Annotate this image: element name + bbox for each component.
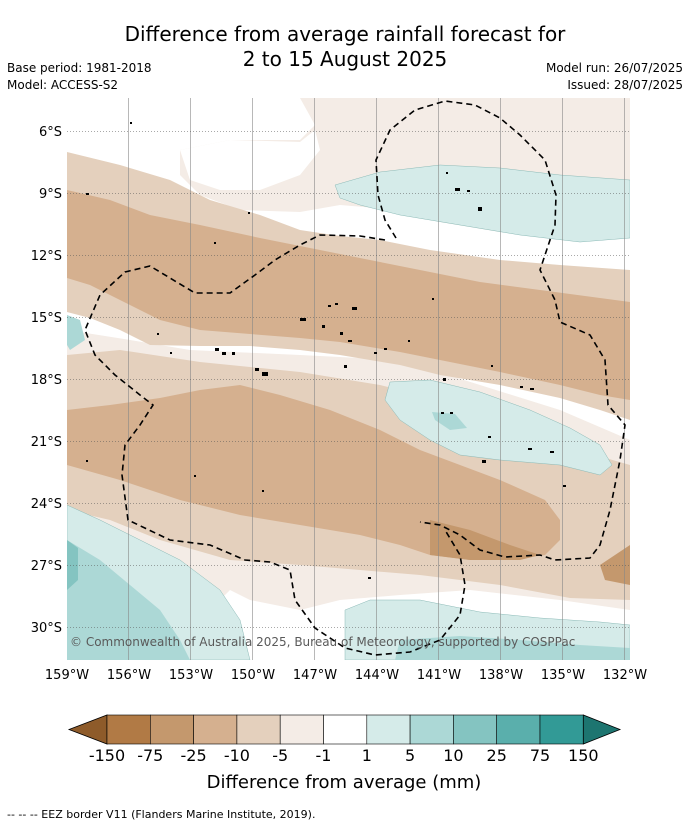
lon-label: 153°W <box>169 668 213 683</box>
colorbar-title: Difference from average (mm) <box>207 772 482 793</box>
anomaly-region-plus5-south <box>67 315 630 660</box>
model-name: Model: ACCESS-S2 <box>7 78 119 92</box>
colorbar-tick-label: 25 <box>487 746 507 765</box>
chart-title: Difference from average rainfall forecas… <box>0 22 690 72</box>
colorbar-tick-label: 75 <box>530 746 550 765</box>
longitude-labels: 159°W 156°W 153°W 150°W 147°W 144°W 141°… <box>45 668 647 683</box>
colorbar-tick-label: -25 <box>181 746 207 765</box>
colorbar-swatch <box>539 714 584 745</box>
lon-label: 141°W <box>417 668 461 683</box>
latitude-labels: 6°S 9°S 12°S 15°S 18°S 21°S 24°S 27°S 30… <box>31 125 62 636</box>
colorbar-tick-label: -75 <box>137 746 163 765</box>
colorbar-tick-label: 150 <box>568 746 599 765</box>
base-period: Base period: 1981-2018 <box>7 61 152 75</box>
colorbar-swatches <box>67 714 622 745</box>
eez-border-north <box>375 100 626 561</box>
colorbar-tick-label: 5 <box>405 746 415 765</box>
anomaly-region-plus1-south <box>67 504 630 660</box>
copyright-text: © Commonwealth of Australia 2025, Bureau… <box>70 635 575 649</box>
meta-right: Model run: 26/07/2025 Issued: 28/07/2025 <box>546 60 683 94</box>
lat-label: 9°S <box>39 187 62 202</box>
longitude-gridlines <box>128 98 625 660</box>
eez-footnote: -- -- -- EEZ border V11 (Flanders Marine… <box>7 808 316 821</box>
anomaly-region-plus1-middle <box>384 379 613 476</box>
lon-label: 156°W <box>107 668 151 683</box>
colorbar-swatch <box>193 714 238 745</box>
lon-label: 159°W <box>45 668 89 683</box>
colorbar-swatch <box>409 714 454 745</box>
lat-label: 30°S <box>31 621 62 636</box>
eez-borders <box>84 100 626 656</box>
colorbar-swatch <box>150 714 194 745</box>
anomaly-region-minus10 <box>67 190 630 560</box>
colorbar-swatch <box>279 714 324 745</box>
colorbar-swatch <box>323 714 368 745</box>
colorbar-swatch <box>366 714 411 745</box>
colorbar-tick-label: -5 <box>272 746 288 765</box>
lon-label: 135°W <box>541 668 585 683</box>
lon-label: 150°W <box>231 668 275 683</box>
colorbar-tick-label: 10 <box>443 746 463 765</box>
lat-label: 18°S <box>31 373 62 388</box>
model-run: Model run: 26/07/2025 <box>545 61 683 75</box>
lat-label: 6°S <box>39 125 62 140</box>
latitude-gridlines <box>67 131 630 628</box>
map-plot-area: © Commonwealth of Australia 2025, Bureau… <box>67 98 630 660</box>
colorbar-swatch <box>106 714 151 745</box>
colorbar: -150 -75 -25 -10 -5 -1 1 5 10 25 75 150 Difference … <box>67 714 622 793</box>
lat-label: 21°S <box>31 435 62 450</box>
colorbar-tick-label: -1 <box>316 746 332 765</box>
lat-label: 27°S <box>31 559 62 574</box>
lat-label: 24°S <box>31 497 62 512</box>
colorbar-swatch <box>496 714 541 745</box>
anomaly-region-plus5-middle <box>432 412 467 430</box>
colorbar-tick-label: -10 <box>224 746 250 765</box>
colorbar-tick-labels: -150 -75 -25 -10 -5 -1 1 5 10 25 75 150 <box>89 746 599 765</box>
anomaly-region-neutral-1 <box>180 130 320 190</box>
colorbar-swatch <box>453 714 497 745</box>
title-line-2: 2 to 15 August 2025 <box>242 47 448 71</box>
colorbar-swatch <box>236 714 281 745</box>
lat-label: 15°S <box>31 311 62 326</box>
anomaly-region-minus25 <box>430 520 630 585</box>
anomaly-region-plus10-south <box>67 540 78 590</box>
lon-label: 138°W <box>479 668 523 683</box>
meta-left: Base period: 1981-2018 Model: ACCESS-S2 <box>7 60 152 94</box>
island-outlines <box>86 122 566 579</box>
lat-label: 12°S <box>31 249 62 264</box>
anomaly-region-plus1-north <box>334 164 630 243</box>
lon-label: 147°W <box>293 668 337 683</box>
lon-label: 132°W <box>603 668 647 683</box>
eez-border-west <box>84 234 466 656</box>
colorbar-tick-label: 1 <box>362 746 372 765</box>
colorbar-tick-label: -150 <box>89 746 125 765</box>
lon-label: 144°W <box>355 668 399 683</box>
colorbar-extend-high <box>582 714 622 745</box>
colorbar-extend-low <box>67 714 108 745</box>
title-line-1: Difference from average rainfall forecas… <box>124 22 566 46</box>
issued-date: Issued: 28/07/2025 <box>567 78 683 92</box>
